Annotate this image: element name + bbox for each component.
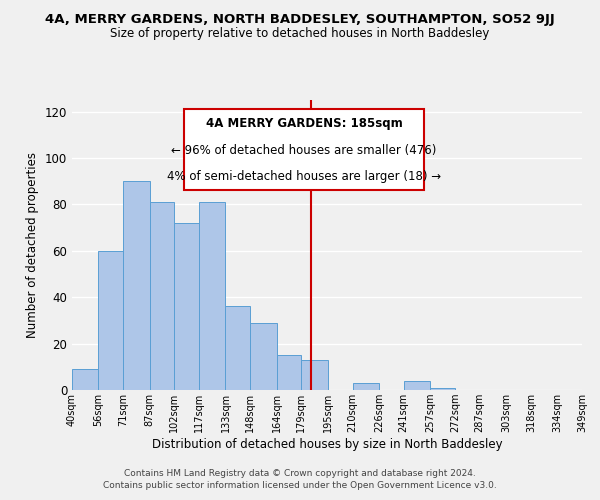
Bar <box>226 306 250 390</box>
Bar <box>353 383 379 390</box>
Y-axis label: Number of detached properties: Number of detached properties <box>26 152 39 338</box>
FancyBboxPatch shape <box>184 108 424 190</box>
Bar <box>72 369 98 390</box>
X-axis label: Distribution of detached houses by size in North Baddesley: Distribution of detached houses by size … <box>152 438 502 451</box>
Bar <box>123 181 149 390</box>
Text: 4% of semi-detached houses are larger (18) →: 4% of semi-detached houses are larger (1… <box>167 170 441 182</box>
Bar <box>277 355 301 390</box>
Bar <box>175 223 199 390</box>
Bar <box>430 388 455 390</box>
Bar <box>98 251 123 390</box>
Bar <box>250 322 277 390</box>
Bar <box>404 380 430 390</box>
Text: ← 96% of detached houses are smaller (476): ← 96% of detached houses are smaller (47… <box>172 144 437 156</box>
Bar <box>301 360 328 390</box>
Text: Contains public sector information licensed under the Open Government Licence v3: Contains public sector information licen… <box>103 481 497 490</box>
Text: Contains HM Land Registry data © Crown copyright and database right 2024.: Contains HM Land Registry data © Crown c… <box>124 468 476 477</box>
Text: 4A MERRY GARDENS: 185sqm: 4A MERRY GARDENS: 185sqm <box>206 118 403 130</box>
Text: Size of property relative to detached houses in North Baddesley: Size of property relative to detached ho… <box>110 28 490 40</box>
Bar <box>199 202 226 390</box>
Bar <box>149 202 175 390</box>
Text: 4A, MERRY GARDENS, NORTH BADDESLEY, SOUTHAMPTON, SO52 9JJ: 4A, MERRY GARDENS, NORTH BADDESLEY, SOUT… <box>45 12 555 26</box>
